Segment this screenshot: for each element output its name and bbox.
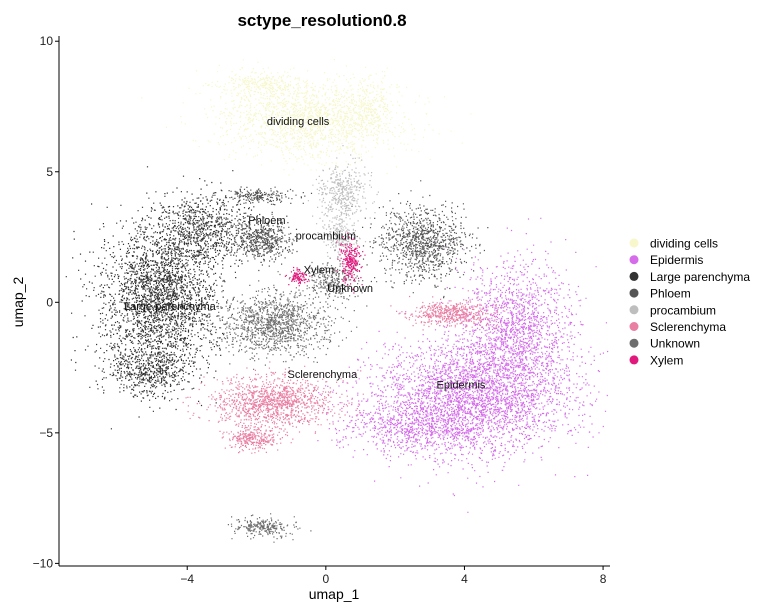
chart-title: sctype_resolution0.8 bbox=[237, 11, 406, 30]
scatter-points bbox=[65, 59, 609, 543]
x-tick-label: 8 bbox=[600, 572, 607, 586]
legend: dividing cells Epidermis Large parenchyma P… bbox=[629, 237, 750, 367]
points-series-6 bbox=[176, 249, 378, 543]
x-axis-ticks: −4 0 4 8 bbox=[180, 566, 607, 586]
points-series-7 bbox=[284, 232, 366, 294]
legend-key-7 bbox=[629, 355, 639, 365]
legend-label-2: Large parenchyma bbox=[650, 270, 750, 284]
y-tick-label: 10 bbox=[40, 34, 54, 48]
x-tick-label: 4 bbox=[461, 572, 468, 586]
y-axis-ticks: −10 −5 0 5 10 bbox=[33, 34, 59, 570]
legend-label-7: Xylem bbox=[650, 353, 683, 367]
x-tick-label: −4 bbox=[180, 572, 194, 586]
legend-key-1 bbox=[629, 255, 639, 265]
cluster-label-7: Xylem bbox=[304, 265, 335, 277]
legend-label-1: Epidermis bbox=[650, 253, 703, 267]
cluster-label-0: dividing cells bbox=[267, 116, 330, 128]
y-tick-label: 0 bbox=[46, 295, 53, 309]
legend-label-5: Sclerenchyma bbox=[650, 320, 726, 334]
legend-key-6 bbox=[629, 338, 639, 348]
points-series-2 bbox=[65, 166, 288, 430]
points-series-4 bbox=[307, 145, 379, 262]
y-tick-label: −10 bbox=[33, 556, 54, 570]
y-tick-label: −5 bbox=[39, 426, 53, 440]
legend-key-4 bbox=[629, 305, 639, 315]
cluster-label-6: Unknown bbox=[327, 283, 373, 295]
cluster-label-1: Epidermis bbox=[437, 379, 486, 391]
legend-key-2 bbox=[629, 271, 639, 281]
cluster-label-4: procambium bbox=[296, 231, 357, 243]
cluster-labels: dividing cells Epidermis Large parenchyma P… bbox=[124, 116, 486, 392]
legend-key-0 bbox=[629, 238, 639, 248]
legend-label-0: dividing cells bbox=[650, 237, 718, 251]
y-axis-title: umap_2 bbox=[10, 276, 26, 327]
cluster-label-5: Sclerenchyma bbox=[288, 369, 359, 381]
points-series-1 bbox=[317, 217, 609, 513]
x-axis-title: umap_1 bbox=[309, 586, 360, 602]
legend-label-3: Phloem bbox=[650, 287, 691, 301]
x-tick-label: 0 bbox=[322, 572, 329, 586]
cluster-label-3: Phloem bbox=[248, 215, 285, 227]
legend-key-5 bbox=[629, 322, 639, 331]
legend-label-4: procambium bbox=[650, 303, 716, 317]
y-tick-label: 5 bbox=[46, 165, 53, 179]
cluster-label-2: Large parenchyma bbox=[124, 301, 217, 313]
legend-key-3 bbox=[629, 288, 639, 298]
points-series-0 bbox=[141, 59, 472, 200]
legend-label-6: Unknown bbox=[650, 337, 700, 351]
points-series-3 bbox=[202, 180, 489, 299]
